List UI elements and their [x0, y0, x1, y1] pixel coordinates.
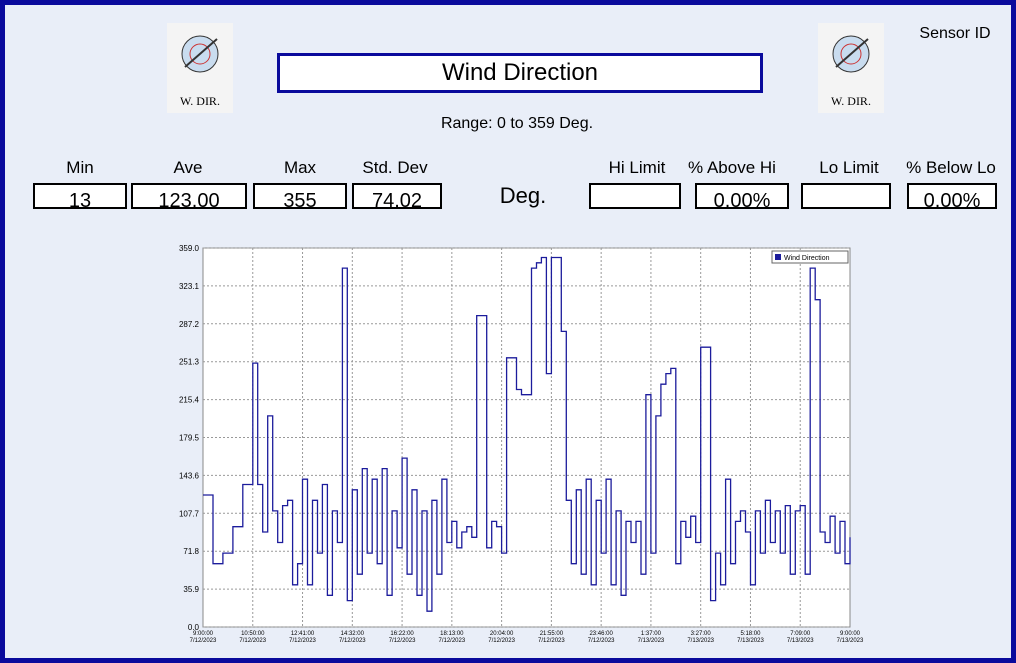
limit-label: Hi Limit: [608, 158, 666, 177]
limit-label: Lo Limit: [819, 158, 879, 177]
y-tick-label: 215.4: [179, 396, 200, 405]
legend-box: [771, 250, 849, 264]
icon: W. DIR.: [167, 23, 233, 113]
x-tick-label: 7/12/2023: [190, 638, 217, 644]
stat-label: Min: [66, 158, 94, 177]
y-tick-label: 179.5: [179, 434, 200, 443]
x-tick-label: 7/12/2023: [389, 638, 416, 644]
x-tick-label: 7/13/2023: [737, 638, 764, 644]
limit-value: 0.00%: [695, 183, 789, 209]
y-tick-label: 359.0: [179, 244, 200, 253]
x-tick-label: 1:37:00: [641, 631, 662, 637]
title: Wind Direction: [277, 53, 763, 93]
stat-value: 13: [33, 183, 127, 209]
limit-label: % Below Lo: [906, 158, 996, 177]
compass: [181, 35, 219, 73]
icon-label: W. DIR.: [180, 94, 220, 108]
icon: W. DIR.: [818, 23, 884, 113]
line: [203, 256, 851, 612]
stat-value: 355: [253, 183, 347, 209]
x-tick-label: 20:04:00: [490, 631, 514, 637]
x-tick-label: 7/12/2023: [538, 638, 565, 644]
stat-label: Max: [283, 158, 317, 177]
stat-label: Ave: [173, 158, 203, 177]
x-tick-label: 7:09:00: [790, 631, 811, 637]
x-tick-label: 16:22:00: [390, 631, 414, 637]
y-tick-label: 71.8: [183, 547, 199, 556]
sensor-id: Sensor ID: [919, 25, 991, 42]
x-tick-label: 21:55:00: [540, 631, 564, 637]
x-tick-label: 7/13/2023: [638, 638, 665, 644]
compass: [832, 35, 870, 73]
limit-value: 0.00%: [907, 183, 997, 209]
x-tick-label: 9:00:00: [193, 631, 214, 637]
limit-label: % Above Hi: [688, 158, 776, 177]
x-tick-label: 7/12/2023: [438, 638, 465, 644]
icon-label: W. DIR.: [831, 94, 871, 108]
y-tick-label: 107.7: [179, 509, 200, 518]
x-tick-label: 7/13/2023: [787, 638, 814, 644]
x-tick-label: 7/12/2023: [289, 638, 316, 644]
stat-label: Std. Dev: [362, 158, 428, 177]
x-tick-label: 18:13:00: [440, 631, 464, 637]
x-tick-label: 7/12/2023: [588, 638, 615, 644]
unit: Deg.: [499, 183, 547, 208]
limit-box: [801, 183, 891, 209]
x-tick-label: 7/13/2023: [687, 638, 714, 644]
y-tick-label: 323.1: [179, 282, 200, 291]
y-tick-label: 251.3: [179, 358, 200, 367]
x-tick-label: 10:50:00: [241, 631, 265, 637]
x-tick-label: 9:00:00: [840, 631, 861, 637]
y-tick-label: 287.2: [179, 320, 200, 329]
x-tick-label: 3:27:00: [691, 631, 712, 637]
x-tick-label: 14:32:00: [341, 631, 365, 637]
y-tick-label: 143.6: [179, 471, 200, 480]
chart: 0.0 35.9 71.8 107.7 143.6 179.5 215.4 251.3 287.…: [179, 244, 864, 644]
stat-value: 74.02: [352, 183, 442, 209]
x-tick-label: 7/13/2023: [837, 638, 864, 644]
limit-box: [589, 183, 681, 209]
range: Range: 0 to 359 Deg.: [440, 115, 594, 132]
y-tick-label: 35.9: [183, 585, 199, 594]
stat-value: 123.00: [131, 183, 247, 209]
legend-label: Wind Direction: [784, 255, 830, 262]
x-tick-label: 12:41:00: [291, 631, 315, 637]
x-tick-label: 7/12/2023: [488, 638, 515, 644]
legend-swatch: [775, 254, 781, 260]
x-tick-label: 7/12/2023: [239, 638, 266, 644]
x-tick-label: 7/12/2023: [339, 638, 366, 644]
y-tick-label: 0.0: [188, 623, 200, 632]
plot-area: [202, 247, 851, 628]
x-tick-label: 5:18:00: [740, 631, 761, 637]
x-tick-label: 23:46:00: [589, 631, 613, 637]
